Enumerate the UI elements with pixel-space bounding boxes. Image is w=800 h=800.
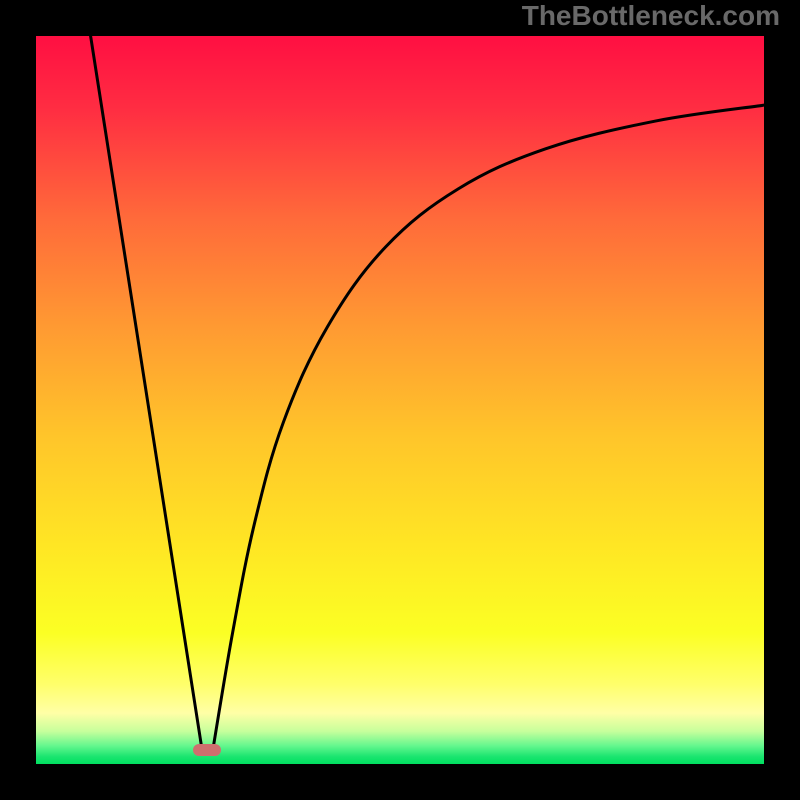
watermark-text: TheBottleneck.com bbox=[522, 0, 780, 32]
bottleneck-curve bbox=[36, 36, 764, 764]
minimum-marker bbox=[193, 744, 221, 756]
plot-area bbox=[36, 36, 764, 764]
chart-frame: { "watermark": { "text": "TheBottleneck.… bbox=[0, 0, 800, 800]
